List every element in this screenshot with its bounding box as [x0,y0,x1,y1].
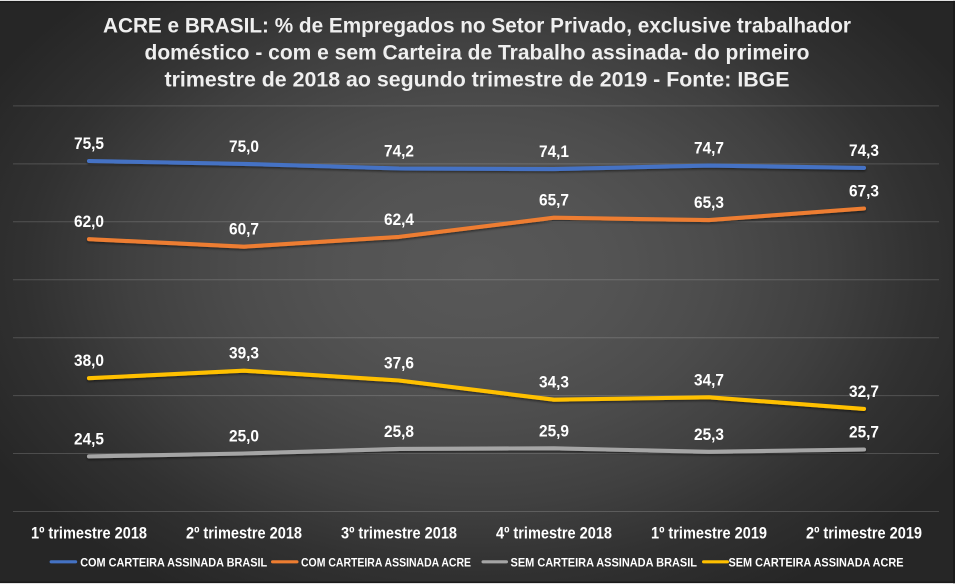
svg-text:4º trimestre 2018: 4º trimestre 2018 [496,525,612,543]
svg-text:65,7: 65,7 [539,192,569,210]
svg-text:3º trimestre 2018: 3º trimestre 2018 [341,525,457,543]
svg-text:62,4: 62,4 [384,211,415,229]
svg-text:25,0: 25,0 [229,428,259,446]
svg-text:32,7: 32,7 [849,383,879,401]
svg-text:SEM CARTEIRA ASSINADA BRASIL: SEM CARTEIRA ASSINADA BRASIL [511,555,698,569]
svg-text:39,3: 39,3 [229,345,259,363]
svg-text:COM CARTEIRA ASSINADA BRASIL: COM CARTEIRA ASSINADA BRASIL [80,555,267,569]
svg-text:74,3: 74,3 [849,142,879,160]
svg-text:COM CARTEIRA ASSINADA ACRE: COM CARTEIRA ASSINADA ACRE [301,555,471,569]
svg-text:2º trimestre 2018: 2º trimestre 2018 [186,525,302,543]
svg-text:1º trimestre 2019: 1º trimestre 2019 [651,525,767,543]
svg-text:38,0: 38,0 [74,352,104,370]
svg-text:62,0: 62,0 [74,213,104,231]
svg-text:24,5: 24,5 [74,430,104,448]
svg-text:2º trimestre 2019: 2º trimestre 2019 [806,525,922,543]
svg-text:34,3: 34,3 [539,374,569,392]
svg-text:37,6: 37,6 [384,355,414,373]
svg-text:25,8: 25,8 [384,423,414,441]
svg-text:75,0: 75,0 [229,138,259,156]
svg-text:doméstico - com e sem Carteira: doméstico - com e sem Carteira de Trabal… [145,42,810,65]
svg-text:25,9: 25,9 [539,422,569,440]
svg-text:SEM CARTEIRA ASSINADA ACRE: SEM CARTEIRA ASSINADA ACRE [729,555,904,569]
svg-text:65,3: 65,3 [694,194,724,212]
svg-text:34,7: 34,7 [694,371,724,389]
svg-text:25,7: 25,7 [849,424,879,442]
svg-text:25,3: 25,3 [694,426,724,444]
svg-text:75,5: 75,5 [74,135,104,153]
svg-text:60,7: 60,7 [229,221,259,239]
svg-text:trimestre de 2018 ao segundo t: trimestre de 2018 ao segundo trimestre d… [165,69,790,92]
svg-text:74,1: 74,1 [539,143,569,161]
svg-text:74,7: 74,7 [694,140,724,158]
svg-text:1º trimestre 2018: 1º trimestre 2018 [31,525,147,543]
svg-text:67,3: 67,3 [849,183,879,201]
svg-text:ACRE e BRASIL: % de Empregados: ACRE e BRASIL: % de Empregados no Setor … [103,15,851,38]
svg-text:74,2: 74,2 [384,143,414,161]
